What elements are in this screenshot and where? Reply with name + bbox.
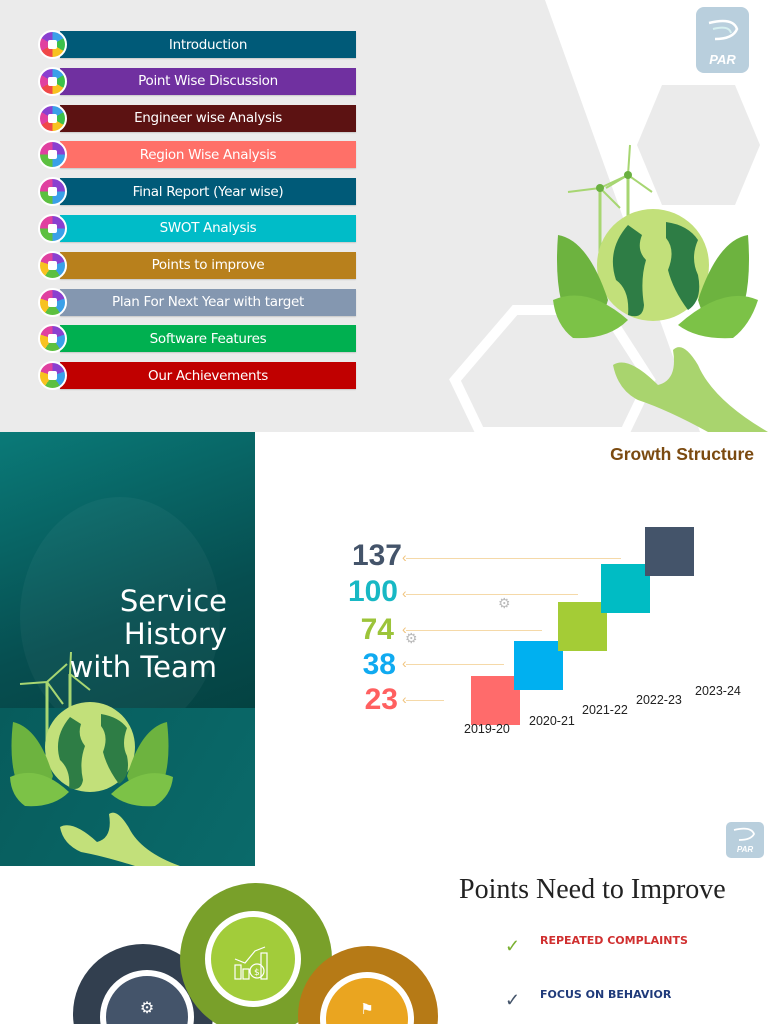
year-label: 2023-24 [695, 684, 741, 698]
agenda-bar: Our Achievements [60, 362, 356, 390]
stat-2023-24: 137 [351, 539, 402, 572]
improve-slide: ⚙ $ ⚑ Points Need to Improve ✓ REPEATED … [0, 866, 768, 1024]
agenda-bar: Region Wise Analysis [60, 141, 356, 169]
camera-shutter-icon [38, 30, 67, 59]
agenda-item-swot-analysis[interactable]: SWOT Analysis [38, 213, 358, 243]
arrow-line [402, 655, 504, 671]
agenda-item-points-to-improve[interactable]: Points to improve [38, 250, 358, 280]
chart-step-2021-22 [558, 602, 607, 651]
camera-shutter-icon [38, 103, 67, 133]
improve-title: Points Need to Improve [459, 874, 726, 905]
growth-slide: Service History with Team Growth Structu… [0, 432, 768, 866]
check-icon: ✓ [505, 936, 521, 956]
par-logo: PAR [696, 7, 749, 73]
puzzle-ring-icon [38, 250, 67, 280]
agenda-item-engineer-wise-analysis[interactable]: Engineer wise Analysis [38, 103, 358, 133]
earth-hands-illustration [553, 144, 768, 432]
svg-text:$: $ [254, 968, 260, 978]
puzzle-cross-icon [38, 177, 67, 207]
stat-2021-22: 74 [360, 613, 394, 646]
gears-chart-icon: ⚙ [139, 1000, 155, 1017]
financial-growth-icon: $ [234, 946, 268, 980]
arrow-line [402, 691, 444, 707]
earth-hands-illustration [10, 652, 180, 866]
chart-step-2023-24 [645, 527, 694, 576]
agenda-item-region-wise-analysis[interactable]: Region Wise Analysis [38, 140, 358, 170]
stat-2020-21: 38 [362, 648, 396, 681]
puzzle-ring-icon [38, 324, 67, 354]
team-climb-icon: ⚑ [360, 1001, 374, 1018]
par-logo: PAR [726, 822, 764, 858]
gear-doodle-icon: ⚙ [405, 630, 418, 646]
growth-structure-title: Growth Structure [610, 444, 754, 464]
agenda-item-plan-next-year[interactable]: Plan For Next Year with target [38, 287, 358, 317]
puzzle-cross-icon [38, 140, 67, 170]
agenda-bar: Points to improve [60, 251, 356, 279]
chart-step-2020-21 [514, 641, 563, 690]
puzzle-ring-icon [38, 287, 67, 317]
green-circle: $ [205, 911, 301, 1007]
agenda-bar: Engineer wise Analysis [60, 104, 356, 132]
check-icon: ✓ [505, 990, 521, 1010]
par-swoosh-icon [708, 19, 739, 41]
agenda-item-software-features[interactable]: Software Features [38, 324, 358, 354]
improve-point-repeated-complaints: REPEATED COMPLAINTS [540, 934, 688, 947]
agenda-list: Introduction Point Wise Discussion Engin… [38, 30, 358, 399]
puzzle-ring-icon [38, 361, 67, 391]
improve-point-focus-on-behavior: FOCUS ON BEHAVIOR [540, 988, 672, 1001]
agenda-bar: Point Wise Discussion [60, 67, 356, 95]
year-label: 2022-23 [636, 693, 682, 707]
agenda-item-introduction[interactable]: Introduction [38, 30, 358, 59]
arrow-line [402, 585, 578, 601]
agenda-item-point-wise-discussion[interactable]: Point Wise Discussion [38, 66, 358, 96]
camera-shutter-icon [38, 66, 67, 96]
stat-2022-23: 100 [347, 575, 398, 608]
service-history-title: Service History with Team [69, 584, 227, 684]
puzzle-cross-icon [38, 213, 67, 243]
gear-doodle-icon: ⚙ [498, 595, 511, 611]
year-label: 2020-21 [529, 714, 575, 728]
arrow-line [402, 549, 621, 565]
chart-step-2022-23 [601, 564, 650, 613]
stat-2019-20: 23 [364, 683, 398, 716]
agenda-bar: Final Report (Year wise) [60, 178, 356, 206]
arrow-line [402, 621, 542, 637]
year-label: 2019-20 [464, 722, 510, 736]
par-swoosh-icon [733, 827, 755, 841]
chart-step-2019-20 [471, 676, 520, 725]
agenda-bar: Introduction [60, 31, 356, 58]
agenda-bar: SWOT Analysis [60, 214, 356, 242]
service-history-panel: Service History with Team [0, 432, 255, 866]
agenda-bar: Software Features [60, 325, 356, 353]
year-label: 2021-22 [582, 703, 628, 717]
agenda-item-our-achievements[interactable]: Our Achievements [38, 361, 358, 391]
agenda-slide: Introduction Point Wise Discussion Engin… [0, 0, 768, 432]
agenda-item-final-report[interactable]: Final Report (Year wise) [38, 177, 358, 207]
decorative-circle [20, 497, 220, 737]
agenda-bar: Plan For Next Year with target [60, 288, 356, 316]
